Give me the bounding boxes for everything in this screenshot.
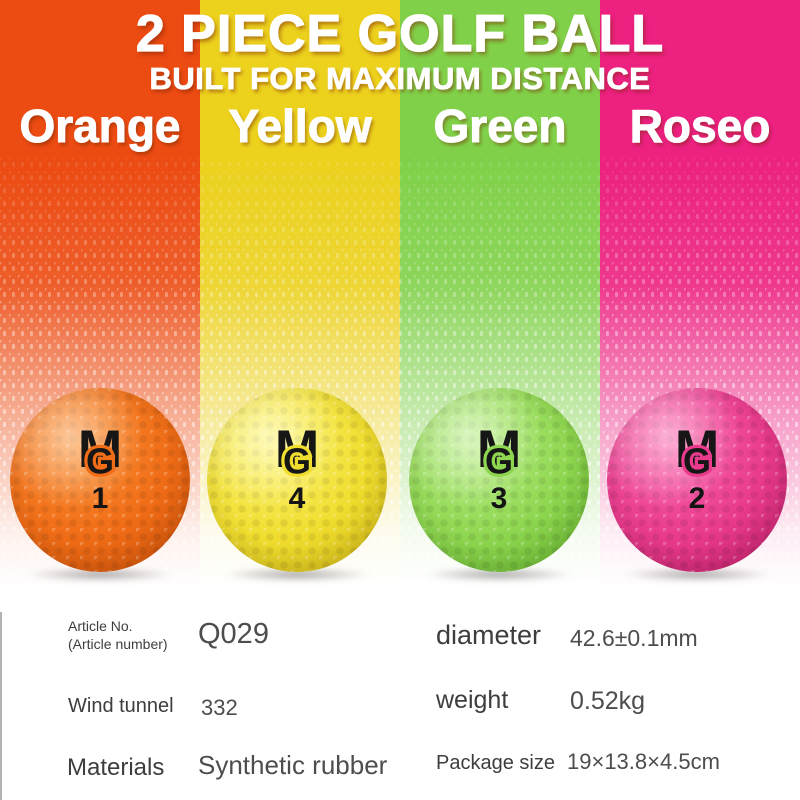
svg-text:M: M <box>275 422 319 479</box>
spec-label-article-no: Article No. (Article number) <box>68 618 168 652</box>
ball-shadow <box>424 567 574 582</box>
color-labels: Orange Yellow Green Roseo <box>0 100 800 153</box>
banner-title: 2 PIECE GOLF BALL <box>135 5 665 63</box>
spec-label-materials: Materials <box>67 754 165 781</box>
svg-text:G: G <box>283 440 311 480</box>
svg-text:G: G <box>485 440 513 480</box>
ball-number: 2 <box>688 482 706 515</box>
svg-text:G: G <box>683 440 711 480</box>
label-yellow: Yellow <box>228 100 372 153</box>
label-roseo: Roseo <box>629 100 771 153</box>
svg-text:G: G <box>485 440 513 480</box>
ball-shadow <box>622 567 772 582</box>
spec-label-weight: weight <box>436 686 509 714</box>
mg-logo-icon: M G G <box>78 422 122 480</box>
spec-value-diameter: 42.6±0.1mm <box>570 625 698 651</box>
spec-value-weight: 0.52kg <box>570 687 646 715</box>
golf-ball-green: M G G 3 <box>409 388 589 572</box>
svg-text:G: G <box>86 440 114 480</box>
spec-value-wind-tunnel: 332 <box>201 695 238 720</box>
left-edge-line <box>0 612 2 800</box>
svg-text:G: G <box>283 440 311 480</box>
golf-ball-orange: M G G 1 <box>10 388 190 572</box>
spec-label-package-size: Package size <box>436 752 555 774</box>
mg-logo-icon: M G G <box>675 422 719 480</box>
ball-shadow <box>222 567 372 582</box>
golf-ball-yellow: M G G 4 <box>207 388 387 572</box>
label-green: Green <box>433 100 567 153</box>
spec-value-package-size: 19×13.8×4.5cm <box>567 749 720 774</box>
banner-subtitle: BUILT FOR MAXIMUM DISTANCE <box>149 61 651 96</box>
svg-text:G: G <box>86 440 114 480</box>
svg-text:M: M <box>675 422 719 479</box>
svg-text:M: M <box>78 422 122 479</box>
ball-number: 4 <box>288 482 306 515</box>
spec-label-wind-tunnel: Wind tunnel <box>68 695 174 717</box>
mg-logo-icon: M G G <box>275 422 319 480</box>
ball-shadow <box>25 567 175 582</box>
spec-value-article-no: Q029 <box>198 618 269 650</box>
golf-ball-roseo: M G G 2 <box>607 388 787 572</box>
label-orange: Orange <box>19 100 181 153</box>
svg-text:M: M <box>477 422 521 479</box>
ball-number: 1 <box>91 482 109 515</box>
ball-number: 3 <box>490 482 508 515</box>
mg-logo-icon: M G G <box>477 422 521 480</box>
banner: 2 PIECE GOLF BALL BUILT FOR MAXIMUM DIST… <box>0 0 800 95</box>
spec-value-materials: Synthetic rubber <box>198 750 388 780</box>
svg-text:G: G <box>683 440 711 480</box>
spec-label-diameter: diameter <box>436 620 542 650</box>
